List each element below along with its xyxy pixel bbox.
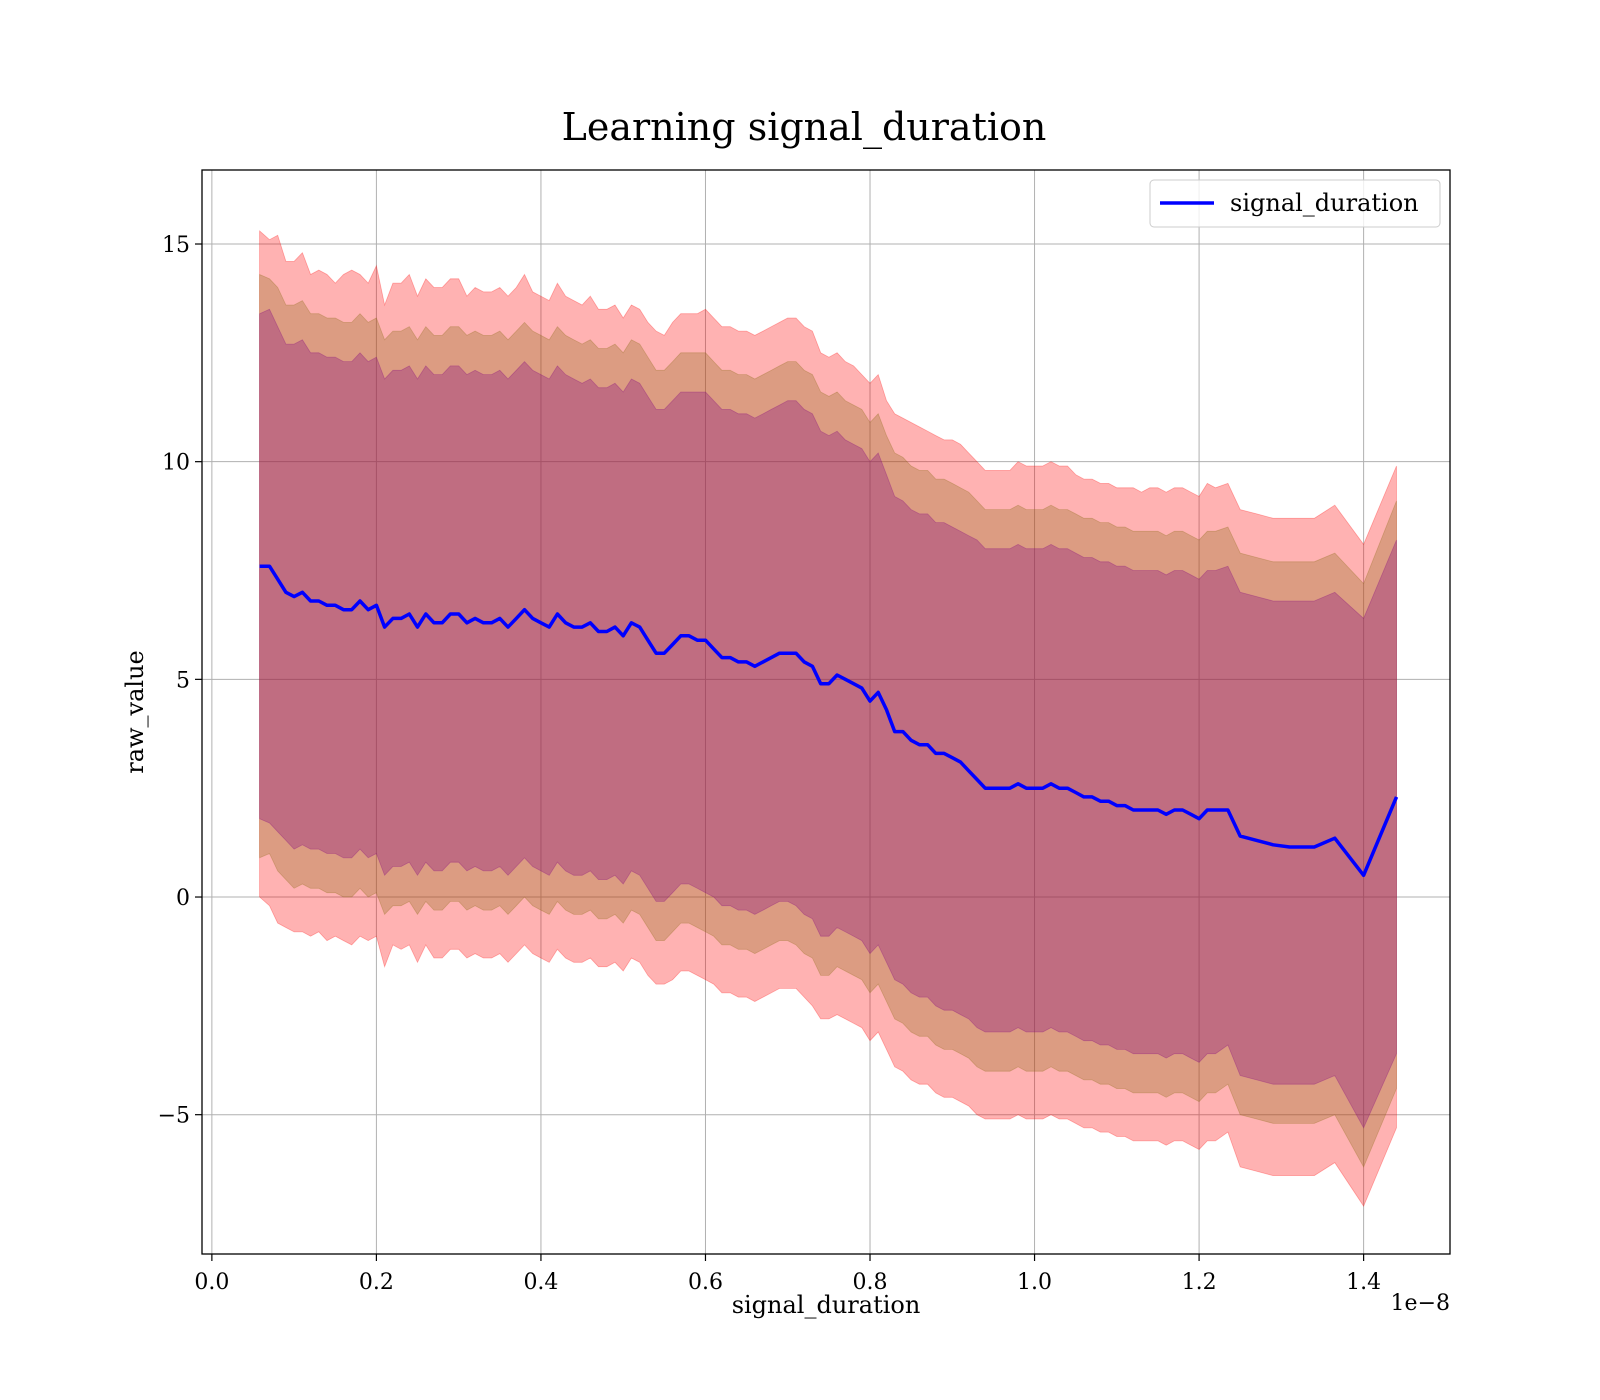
x-axis-ticks: 0.0 0.2 0.4 0.6 0.8 1.0 1.2 1.4	[194, 1254, 1381, 1295]
grid	[202, 170, 1450, 1254]
x-tick-label: 0.6	[688, 1270, 723, 1295]
y-tick-label: −5	[158, 1104, 190, 1129]
legend: signal_duration	[1149, 179, 1441, 228]
middle-band	[259, 273, 1397, 1168]
inner-band	[259, 308, 1397, 1129]
x-axis-offset-label: 1e−8	[1391, 1291, 1450, 1316]
y-tick-label: 5	[176, 668, 190, 693]
plot-area	[202, 170, 1450, 1254]
x-tick-label: 1.0	[1017, 1270, 1052, 1295]
x-tick-label: 0.2	[359, 1270, 394, 1295]
outer-band	[259, 230, 1397, 1207]
y-axis-label: raw_value	[121, 650, 149, 774]
confidence-bands	[259, 230, 1397, 1207]
x-axis-label: signal_duration	[732, 1291, 921, 1319]
y-tick-label: 10	[162, 451, 190, 476]
x-tick-label: 1.2	[1182, 1270, 1217, 1295]
x-tick-label: 0.0	[194, 1270, 229, 1295]
x-tick-label: 0.4	[523, 1270, 558, 1295]
y-tick-label: 15	[162, 233, 190, 258]
series-lines	[259, 564, 1399, 878]
y-tick-label: 0	[176, 886, 190, 911]
legend-label: signal_duration	[1230, 189, 1419, 217]
legend-box	[1149, 179, 1441, 228]
chart-title: Learning signal_duration	[562, 105, 1047, 150]
plot-frame	[201, 169, 1451, 1255]
series-line-signal-duration	[259, 564, 1399, 878]
y-axis-ticks: −5 0 5 10 15	[158, 233, 202, 1129]
x-tick-label: 1.4	[1346, 1270, 1381, 1295]
x-tick-label: 0.8	[853, 1270, 888, 1295]
